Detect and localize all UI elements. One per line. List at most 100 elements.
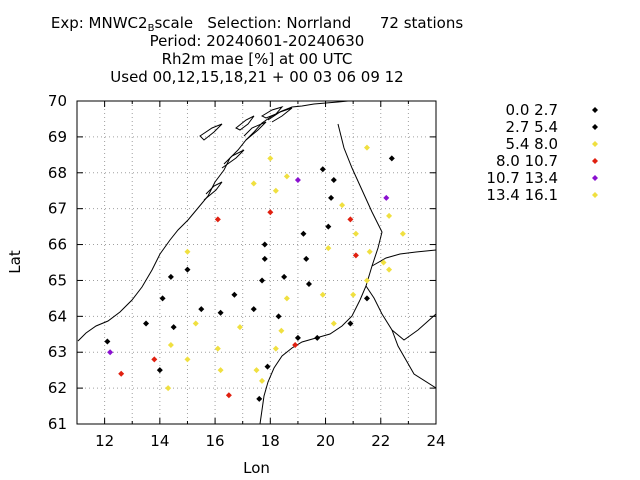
data-point — [386, 266, 393, 273]
data-point — [267, 155, 274, 162]
data-point — [167, 342, 174, 349]
y-tick-label: 68 — [48, 164, 67, 182]
finland-coast-south — [391, 329, 437, 389]
data-point — [236, 324, 243, 331]
data-point — [325, 223, 332, 230]
fjord-a — [203, 181, 223, 201]
legend: 0.0 2.72.7 5.45.4 8.08.0 10.710.7 13.413… — [486, 101, 598, 204]
gulf-of-bothnia-west — [259, 299, 361, 425]
data-point — [272, 187, 279, 194]
data-point — [325, 245, 332, 252]
data-point — [383, 194, 390, 201]
norway-coastline — [77, 100, 349, 342]
data-point — [363, 277, 370, 284]
data-point — [107, 349, 114, 356]
x-tick-label: 14 — [150, 432, 169, 450]
data-point — [366, 248, 373, 255]
data-point — [363, 144, 370, 151]
data-point — [261, 255, 268, 262]
x-tick-label: 22 — [371, 432, 390, 450]
data-point — [225, 392, 232, 399]
fjord-c — [243, 121, 267, 141]
legend-marker — [592, 158, 598, 164]
x-tick-label: 18 — [261, 432, 280, 450]
fjord-b — [221, 149, 245, 169]
gulf-of-bothnia-east — [371, 249, 437, 267]
y-tick-label: 61 — [48, 415, 67, 433]
data-point — [380, 259, 387, 266]
y-axis-label: Lat — [6, 250, 24, 274]
data-point — [294, 334, 301, 341]
data-point — [214, 216, 221, 223]
x-tick-label: 16 — [206, 432, 225, 450]
data-point — [314, 334, 321, 341]
data-point — [363, 295, 370, 302]
data-point — [283, 173, 290, 180]
data-point — [192, 320, 199, 327]
data-point — [259, 377, 266, 384]
data-point — [303, 255, 310, 262]
data-point — [170, 324, 177, 331]
axis-ticks — [76, 100, 437, 425]
vesteralen-island — [235, 115, 255, 131]
y-tick-label: 70 — [48, 92, 67, 110]
data-point — [300, 230, 307, 237]
legend-marker — [592, 175, 598, 181]
data-point — [259, 277, 266, 284]
data-point — [118, 370, 125, 377]
y-tick-label: 62 — [48, 379, 67, 397]
data-point — [399, 230, 406, 237]
axis-tick-labels: 12 14 16 18 20 22 24 61 62 63 64 65 66 67 68 69 70 — [48, 92, 446, 450]
data-point — [292, 342, 299, 349]
data-point — [217, 367, 224, 374]
fjord-d — [267, 107, 293, 123]
data-point — [198, 306, 205, 313]
data-point — [256, 395, 263, 402]
y-tick-label: 64 — [48, 307, 67, 325]
data-point — [339, 202, 346, 209]
data-point — [330, 320, 337, 327]
data-point — [275, 313, 282, 320]
y-tick-label: 63 — [48, 343, 67, 361]
data-point — [347, 320, 354, 327]
data-point — [347, 216, 354, 223]
data-point — [253, 367, 260, 374]
y-tick-label: 67 — [48, 200, 67, 218]
data-points — [104, 144, 406, 402]
data-point — [250, 180, 257, 187]
title-period: Period: 20240601-20240630 — [149, 32, 365, 50]
legend-label: 5.4 8.0 — [506, 135, 558, 153]
finland-coast — [365, 285, 437, 341]
legend-marker — [592, 124, 598, 130]
exp-name: Exp: MNWC2Bscale — [50, 14, 194, 34]
data-point — [184, 356, 191, 363]
legend-marker — [592, 107, 598, 113]
border-finland-sweden — [337, 123, 383, 301]
legend-label: 2.7 5.4 — [506, 118, 558, 136]
legend-label: 13.4 16.1 — [486, 186, 558, 204]
data-point — [231, 291, 238, 298]
data-point — [386, 212, 393, 219]
data-point — [217, 309, 224, 316]
x-tick-label: 12 — [95, 432, 114, 450]
data-point — [165, 385, 172, 392]
data-point — [388, 155, 395, 162]
data-point — [156, 367, 163, 374]
legend-label: 8.0 10.7 — [496, 152, 558, 170]
title-line-experiment: Exp: MNWC2Bscale Selection: Norrland 72 … — [0, 14, 514, 34]
station-count: 72 stations — [379, 14, 464, 32]
y-tick-label: 65 — [48, 271, 67, 289]
legend-label: 0.0 2.7 — [506, 101, 558, 119]
legend-label: 10.7 13.4 — [486, 169, 558, 187]
title-variable: Rh2m mae [%] at 00 UTC — [161, 50, 353, 68]
x-tick-label: 24 — [426, 432, 445, 450]
data-point — [283, 295, 290, 302]
data-point — [151, 356, 158, 363]
data-point — [352, 230, 359, 237]
x-axis-label: Lon — [243, 459, 270, 477]
x-tick-label: 20 — [316, 432, 335, 450]
title-used: Used 00,12,15,18,21 + 00 03 06 09 12 — [110, 68, 404, 86]
legend-marker — [592, 141, 598, 147]
data-point — [319, 291, 326, 298]
